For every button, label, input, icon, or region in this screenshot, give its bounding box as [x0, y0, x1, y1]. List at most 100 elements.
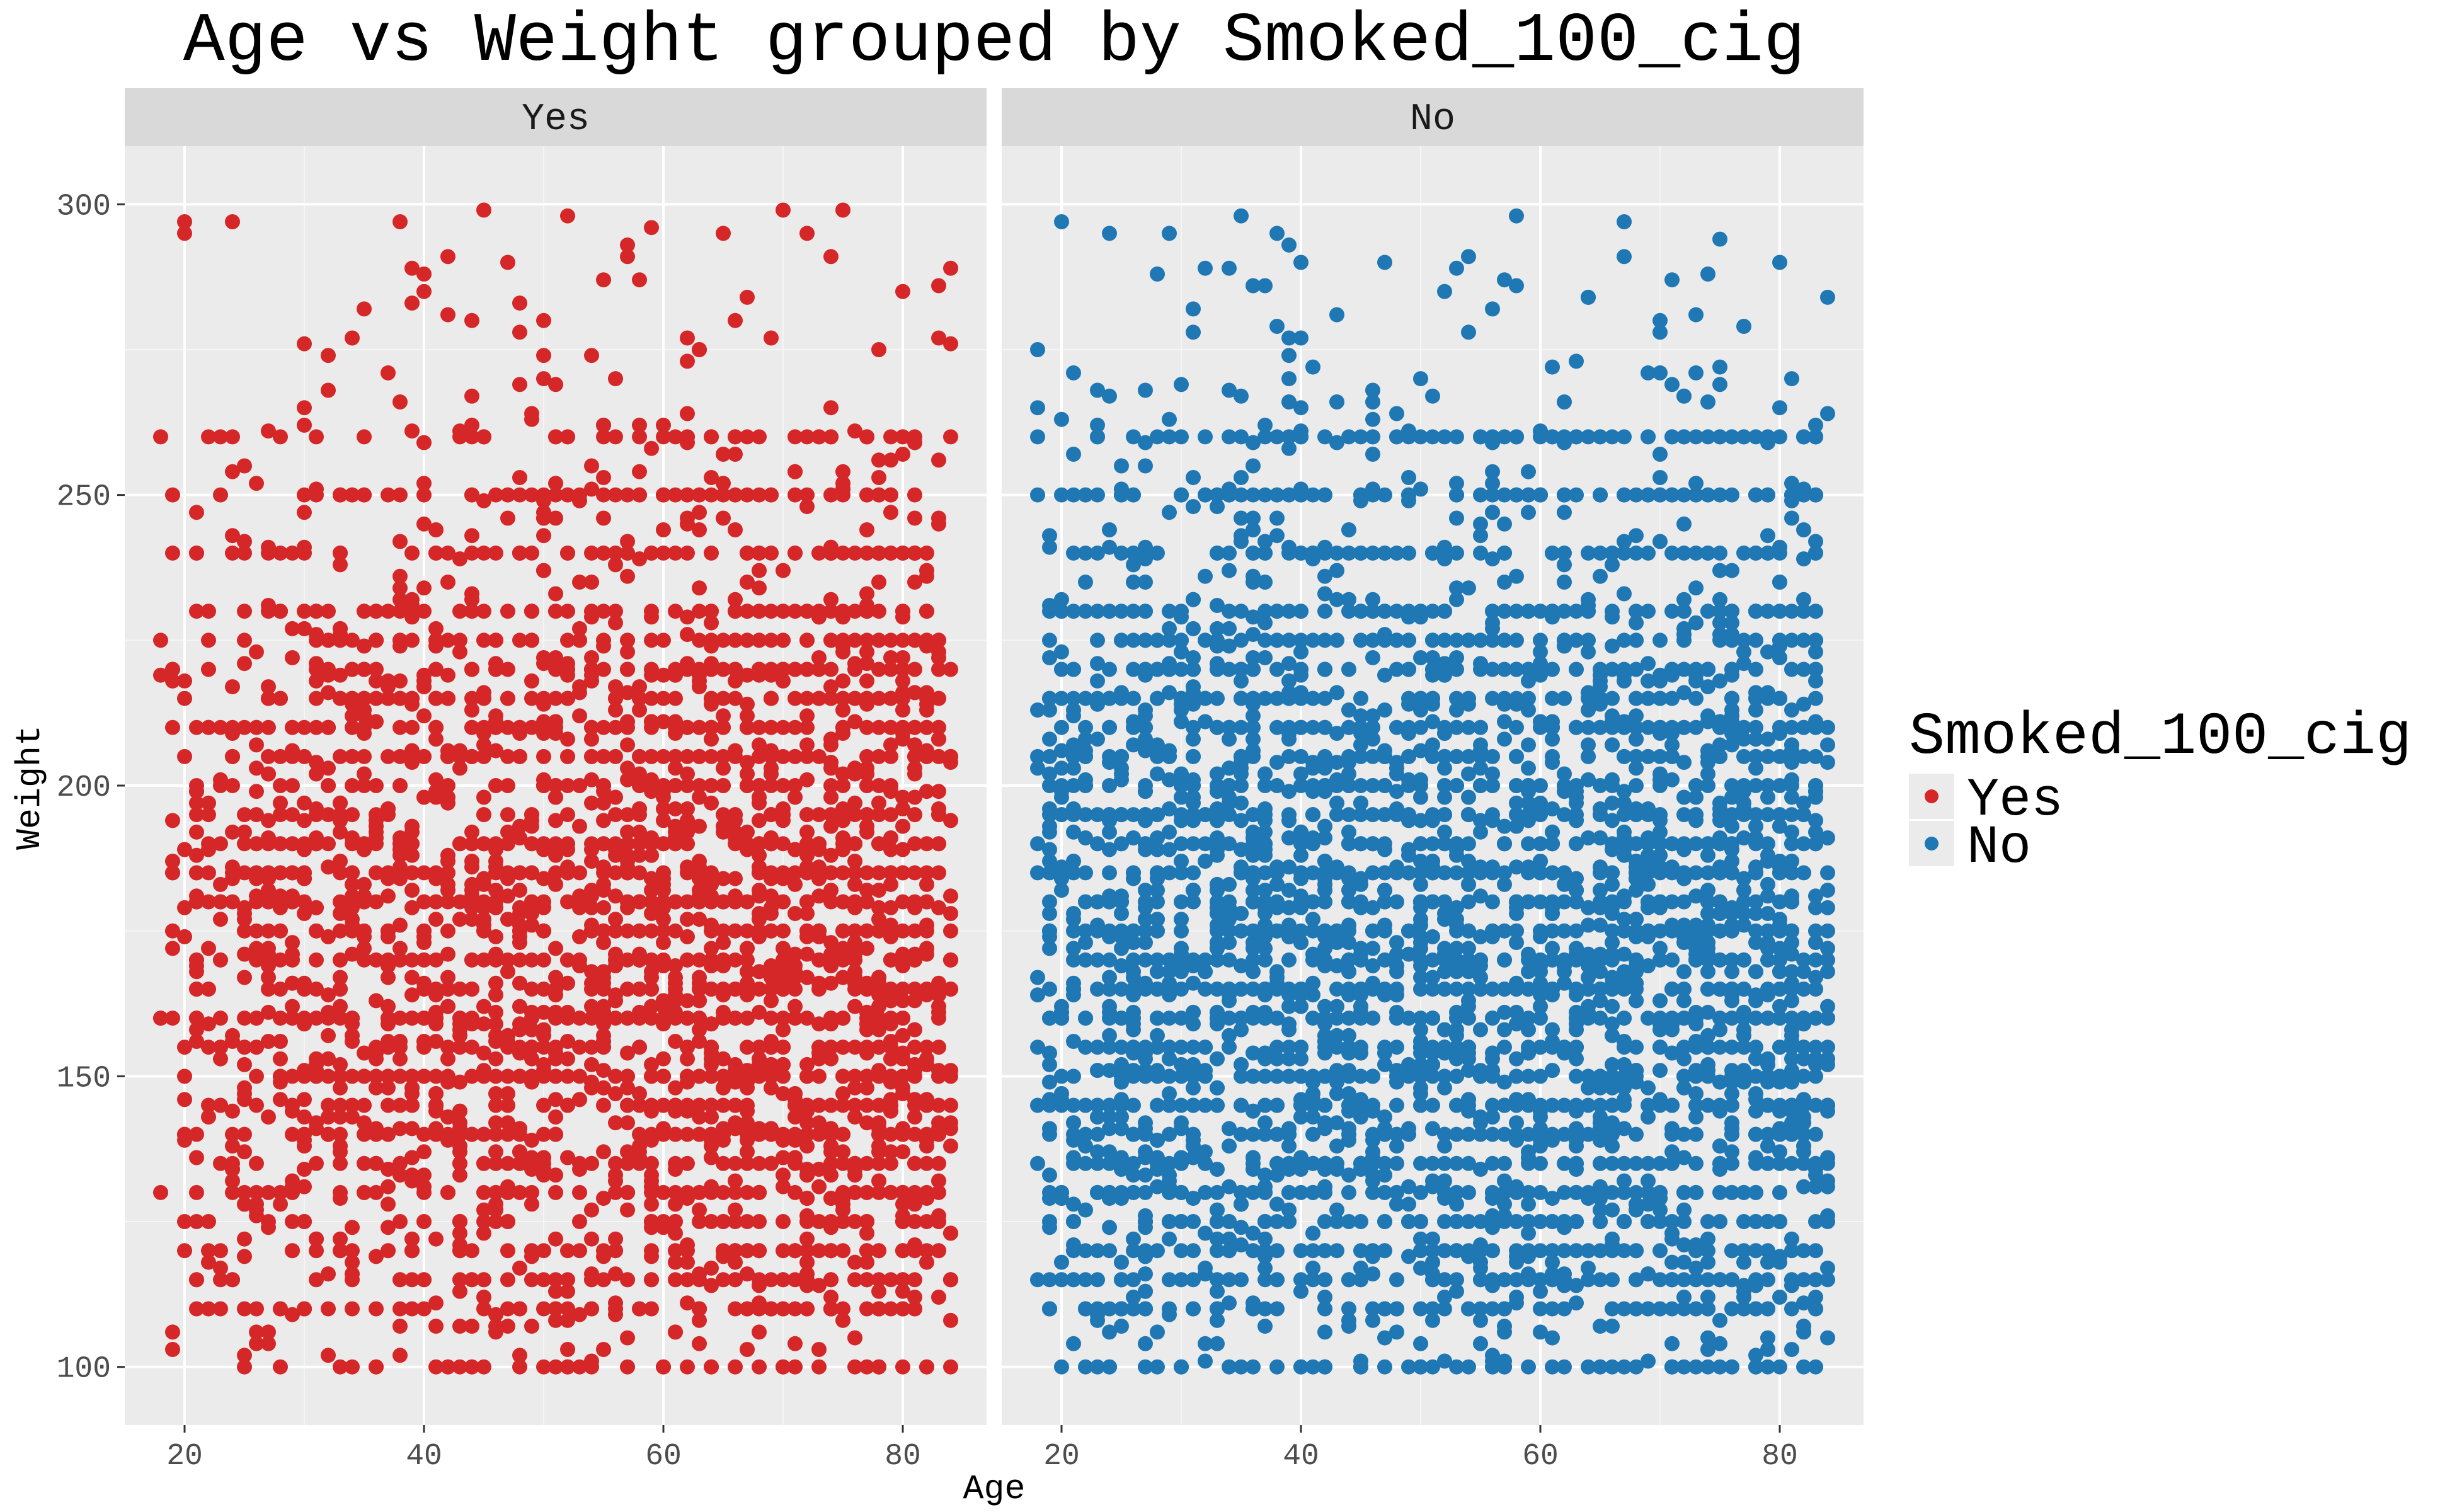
scatter-point	[321, 633, 336, 648]
scatter-point	[500, 510, 515, 526]
scatter-point	[548, 778, 563, 793]
scatter-point	[560, 429, 575, 445]
scatter-point	[871, 999, 886, 1014]
scatter-point	[333, 999, 348, 1014]
scatter-point	[548, 1272, 563, 1288]
scatter-point	[788, 1359, 803, 1375]
scatter-point	[321, 719, 336, 735]
scatter-point	[548, 1068, 563, 1084]
scatter-point	[704, 1068, 719, 1084]
scatter-point	[943, 952, 958, 968]
scatter-point	[835, 807, 850, 823]
scatter-point	[357, 429, 372, 445]
scatter-point	[752, 883, 767, 898]
scatter-point	[1461, 1301, 1476, 1317]
scatter-point	[428, 894, 444, 910]
scatter-point	[883, 748, 898, 764]
scatter-point	[1198, 1353, 1213, 1369]
scatter-point	[728, 871, 743, 886]
scatter-point	[680, 1040, 695, 1055]
scatter-point	[548, 1231, 563, 1247]
scatter-point	[225, 1126, 240, 1142]
scatter-point	[656, 801, 671, 816]
scatter-point	[1545, 1063, 1560, 1079]
scatter-point	[488, 1051, 503, 1067]
scatter-point	[345, 719, 360, 735]
scatter-point	[608, 952, 623, 968]
scatter-point	[823, 1011, 839, 1026]
scatter-point	[572, 929, 587, 944]
scatter-point	[1641, 1353, 1656, 1369]
scatter-point	[500, 690, 515, 706]
scatter-point	[728, 447, 743, 462]
scatter-point	[644, 1173, 659, 1189]
scatter-point	[859, 586, 874, 602]
scatter-point	[596, 836, 611, 852]
scatter-point	[716, 1068, 731, 1084]
scatter-point	[488, 929, 503, 944]
scatter-point	[560, 1283, 575, 1299]
scatter-point	[788, 1243, 803, 1259]
scatter-point	[608, 1184, 623, 1200]
scatter-point	[416, 865, 432, 881]
scatter-point	[656, 417, 671, 433]
scatter-point	[728, 312, 743, 328]
scatter-point	[548, 719, 563, 735]
scatter-point	[524, 1022, 539, 1038]
scatter-point	[680, 766, 695, 782]
scatter-point	[919, 604, 934, 619]
scatter-point	[464, 1319, 479, 1334]
scatter-point	[692, 604, 707, 619]
scatter-point	[608, 487, 623, 503]
scatter-point	[333, 1126, 348, 1142]
scatter-point	[728, 923, 743, 939]
scatter-point	[225, 429, 240, 445]
scatter-point	[452, 982, 467, 997]
scatter-point	[668, 1034, 683, 1049]
scatter-point	[895, 865, 910, 881]
scatter-point	[297, 336, 312, 352]
scatter-point	[560, 1342, 575, 1357]
scatter-point	[524, 1068, 539, 1084]
scatter-point	[297, 1126, 312, 1142]
scatter-point	[835, 545, 850, 561]
scatter-point	[883, 842, 898, 857]
scatter-point	[823, 975, 839, 991]
scatter-point	[764, 807, 779, 823]
scatter-point	[392, 1040, 408, 1055]
scatter-point	[644, 748, 659, 764]
scatter-point	[201, 1097, 216, 1113]
scatter-point	[1389, 406, 1404, 421]
scatter-point	[524, 1150, 539, 1166]
scatter-point	[273, 1011, 288, 1026]
scatter-point	[1641, 604, 1656, 619]
scatter-point	[823, 400, 839, 416]
scatter-point	[524, 1184, 539, 1200]
scatter-point	[488, 1115, 503, 1131]
scatter-point	[201, 429, 216, 445]
scatter-point	[716, 708, 731, 724]
scatter-point	[620, 1115, 635, 1131]
scatter-point	[428, 662, 444, 677]
scatter-point	[1485, 301, 1500, 317]
scatter-point	[548, 690, 563, 706]
scatter-point	[943, 662, 958, 677]
scatter-point	[680, 1126, 695, 1142]
scatter-point	[776, 604, 791, 619]
scatter-point	[859, 894, 874, 910]
scatter-point	[225, 726, 240, 741]
scatter-point	[548, 813, 563, 828]
scatter-point	[847, 999, 862, 1014]
scatter-point	[871, 836, 886, 852]
scatter-point	[392, 1121, 408, 1137]
scatter-point	[416, 1184, 432, 1200]
scatter-point	[644, 545, 659, 561]
scatter-point	[345, 330, 360, 346]
scatter-point	[500, 888, 515, 904]
scatter-point	[716, 690, 731, 706]
scatter-point	[919, 1191, 934, 1206]
scatter-point	[488, 1004, 503, 1020]
scatter-point	[656, 487, 671, 503]
scatter-point	[1593, 679, 1608, 695]
scatter-point	[752, 964, 767, 980]
